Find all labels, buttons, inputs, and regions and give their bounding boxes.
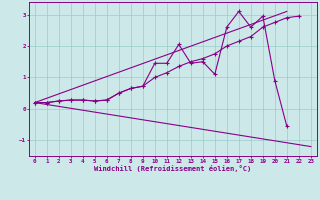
X-axis label: Windchill (Refroidissement éolien,°C): Windchill (Refroidissement éolien,°C) (94, 165, 252, 172)
